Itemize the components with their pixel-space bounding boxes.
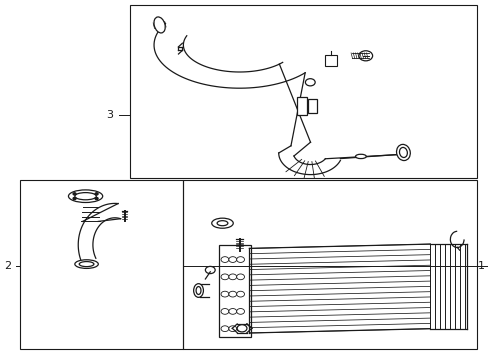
Circle shape xyxy=(73,197,76,199)
Ellipse shape xyxy=(211,218,233,228)
Circle shape xyxy=(237,325,246,332)
Circle shape xyxy=(236,291,244,297)
Circle shape xyxy=(228,309,236,314)
Ellipse shape xyxy=(396,144,409,161)
Ellipse shape xyxy=(75,193,96,200)
Ellipse shape xyxy=(399,148,407,157)
Ellipse shape xyxy=(68,190,102,202)
Bar xyxy=(129,5,476,178)
Circle shape xyxy=(221,309,228,314)
Ellipse shape xyxy=(75,260,98,269)
Circle shape xyxy=(95,193,98,195)
Ellipse shape xyxy=(154,17,165,33)
Ellipse shape xyxy=(193,284,203,297)
Circle shape xyxy=(236,274,244,280)
Circle shape xyxy=(221,257,228,262)
Text: 2: 2 xyxy=(4,261,11,271)
Circle shape xyxy=(221,326,228,332)
Ellipse shape xyxy=(79,262,94,267)
Bar xyxy=(183,180,476,349)
Ellipse shape xyxy=(196,287,201,294)
Circle shape xyxy=(305,79,315,86)
Circle shape xyxy=(236,309,244,314)
Circle shape xyxy=(73,193,76,195)
Bar xyxy=(219,245,251,337)
Ellipse shape xyxy=(217,221,227,226)
Circle shape xyxy=(358,51,372,61)
Bar xyxy=(297,98,306,115)
Text: 1: 1 xyxy=(477,261,484,271)
Circle shape xyxy=(221,291,228,297)
Circle shape xyxy=(228,274,236,280)
Circle shape xyxy=(228,291,236,297)
Bar xyxy=(20,180,183,349)
Circle shape xyxy=(236,257,244,262)
Circle shape xyxy=(221,274,228,280)
Circle shape xyxy=(228,326,236,332)
Bar xyxy=(325,55,337,66)
Circle shape xyxy=(228,257,236,262)
Text: 3: 3 xyxy=(106,110,113,120)
Circle shape xyxy=(236,326,244,332)
Bar xyxy=(307,99,316,113)
Circle shape xyxy=(95,197,98,199)
Circle shape xyxy=(205,266,215,274)
Ellipse shape xyxy=(355,154,366,159)
